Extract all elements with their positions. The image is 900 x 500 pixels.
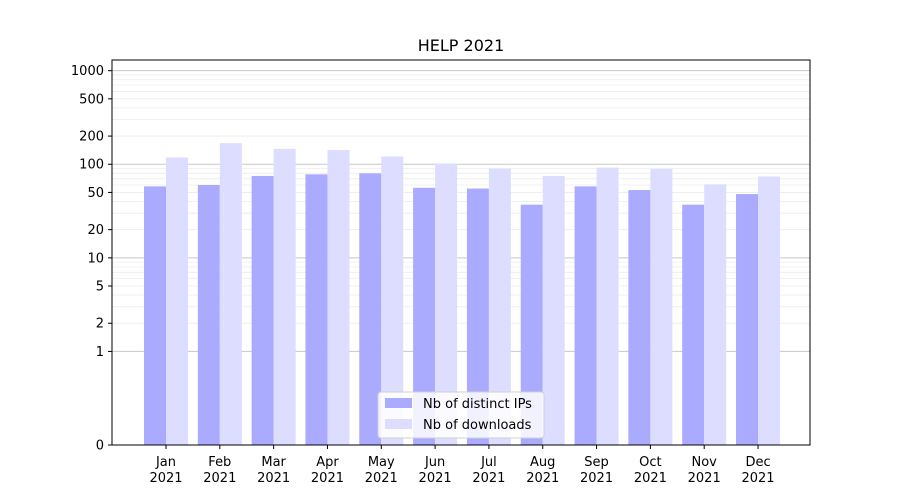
bar-downloads-10 xyxy=(650,168,673,445)
bar-downloads-3 xyxy=(273,148,296,445)
x-tick-label: Aug 2021 xyxy=(526,455,559,486)
plot-frame xyxy=(111,59,811,446)
x-tick-label: Nov 2021 xyxy=(688,455,721,486)
bar-distinct-ips-2 xyxy=(197,185,220,445)
bar-distinct-ips-3 xyxy=(251,175,274,445)
y-tick-label: 500 xyxy=(79,92,104,107)
bar-distinct-ips-9 xyxy=(574,186,597,445)
legend: Nb of distinct IPs Nb of downloads xyxy=(377,391,545,439)
y-tick-label: 1 xyxy=(96,345,104,360)
y-tick-label: 20 xyxy=(87,223,104,238)
bar-distinct-ips-10 xyxy=(628,190,651,445)
x-tick-label: Dec 2021 xyxy=(741,455,774,486)
x-tick-label: Mar 2021 xyxy=(257,455,290,486)
bar-distinct-ips-8 xyxy=(520,204,543,445)
y-tick-label: 50 xyxy=(87,186,104,201)
y-tick-label: 200 xyxy=(79,130,104,145)
x-tick-label: Jun 2021 xyxy=(419,455,452,486)
legend-swatch xyxy=(385,398,412,408)
bar-distinct-ips-11 xyxy=(682,204,705,445)
bar-downloads-2 xyxy=(219,143,242,445)
bar-downloads-4 xyxy=(327,149,350,445)
legend-label: Nb of distinct IPs xyxy=(423,397,532,412)
bar-distinct-ips-4 xyxy=(305,174,328,445)
legend-swatch xyxy=(385,419,412,429)
y-tick-label: 5 xyxy=(96,280,104,295)
bar-downloads-5 xyxy=(381,156,404,446)
bar-downloads-12 xyxy=(758,176,781,446)
x-tick-label: Oct 2021 xyxy=(634,455,667,486)
bar-downloads-1 xyxy=(166,157,188,445)
bar-downloads-9 xyxy=(596,167,619,445)
bar-distinct-ips-12 xyxy=(736,194,759,445)
bar-distinct-ips-1 xyxy=(144,186,166,445)
bar-downloads-8 xyxy=(542,175,565,445)
x-tick-label: Apr 2021 xyxy=(311,455,344,486)
y-tick-label: 100 xyxy=(79,158,104,173)
bar-distinct-ips-7 xyxy=(466,188,489,445)
y-tick-label: 0 xyxy=(96,439,104,454)
y-tick-label: 1000 xyxy=(71,64,104,79)
y-tick-label: 2 xyxy=(96,317,104,332)
bar-downloads-7 xyxy=(488,168,511,445)
bar-distinct-ips-6 xyxy=(413,187,436,445)
chart-title: HELP 2021 xyxy=(418,36,505,55)
x-tick-label: Feb 2021 xyxy=(203,455,236,486)
bar-distinct-ips-5 xyxy=(359,173,382,445)
bars xyxy=(144,143,781,446)
x-tick-label: Sep 2021 xyxy=(580,455,613,486)
legend-label: Nb of downloads xyxy=(423,418,532,433)
bar-downloads-11 xyxy=(704,184,727,445)
legend-box xyxy=(377,391,545,439)
y-axis: 0 1 2 5 10 20 50 100 200 500 1000 xyxy=(71,64,112,454)
bar-downloads-6 xyxy=(435,163,458,445)
x-tick-label: May 2021 xyxy=(365,455,398,486)
y-tick-label: 10 xyxy=(87,251,104,266)
x-axis: Jan 2021 Feb 2021 Mar 2021 Apr 2021 May 2021 Jun 20… xyxy=(149,445,775,486)
x-tick-label: Jan 2021 xyxy=(149,455,182,486)
x-tick-label: Jul 2021 xyxy=(472,455,505,486)
